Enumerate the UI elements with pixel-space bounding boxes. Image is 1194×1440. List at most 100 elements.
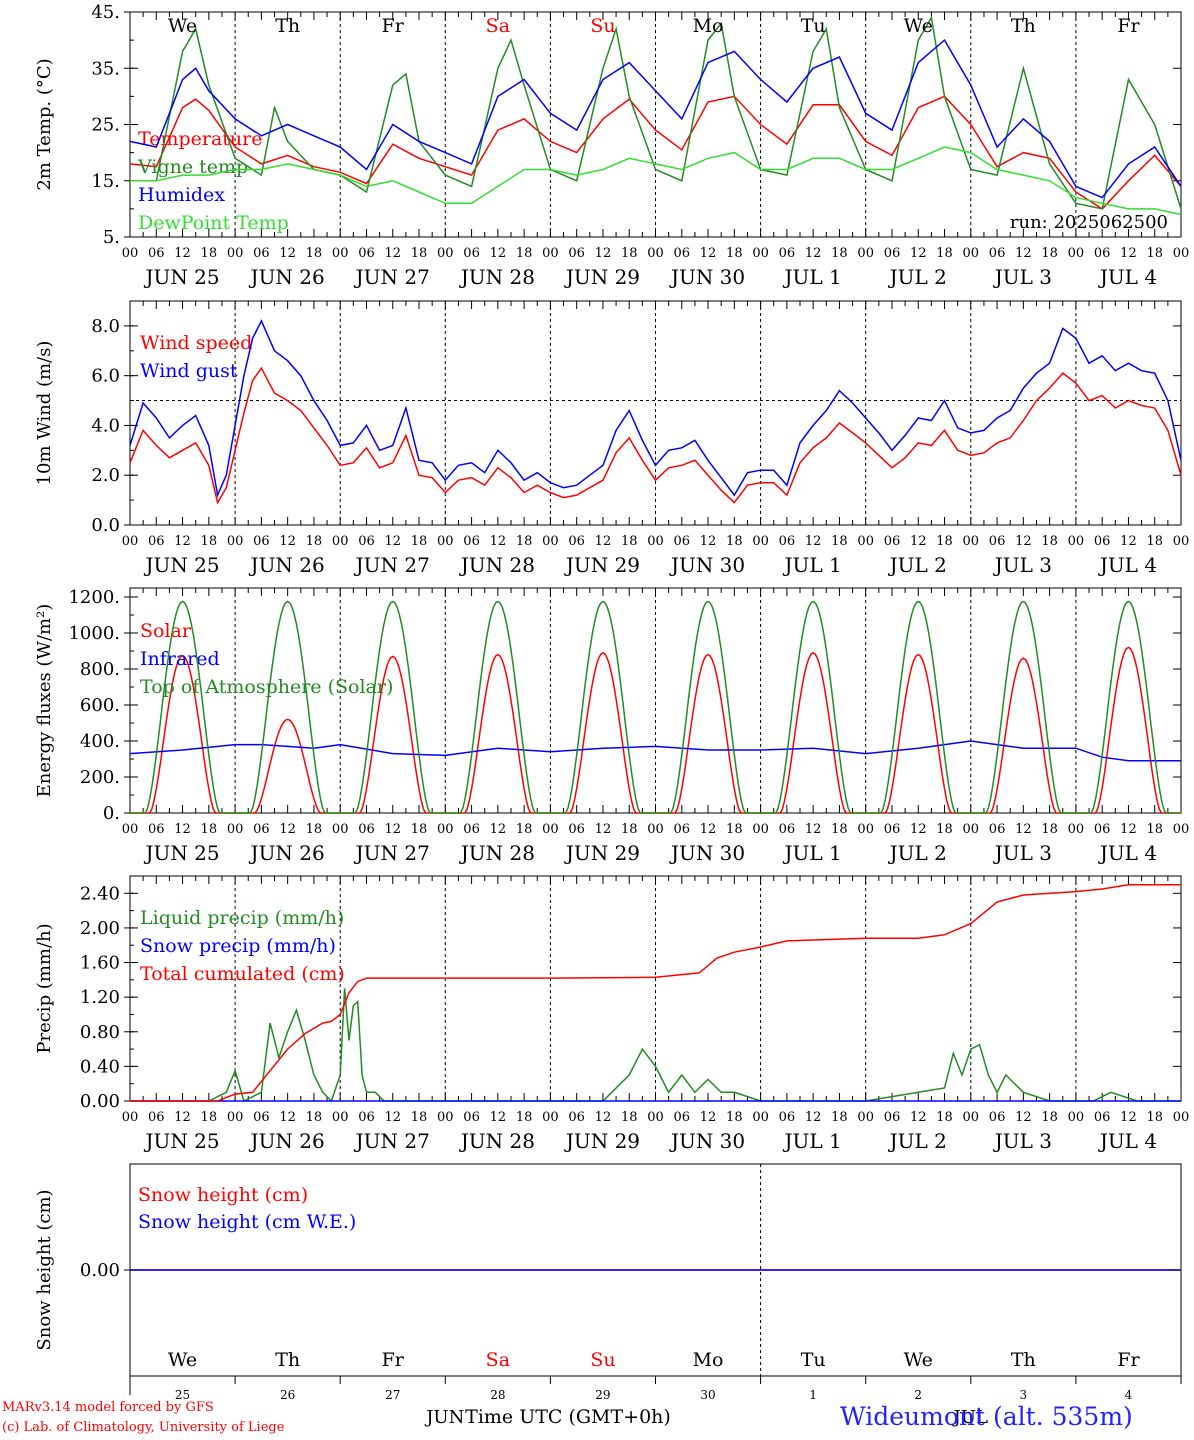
hour-tick-label: 00 [752,1110,769,1125]
hour-tick-label: 12 [1120,246,1137,261]
hour-tick-label: 00 [647,246,664,261]
hour-tick-label: 06 [884,822,901,837]
hour-tick-label: 18 [1041,822,1058,837]
weekday-label: Tu [801,15,826,37]
hour-tick-label: 06 [358,534,375,549]
date-label: JUL 4 [1098,265,1157,289]
hour-tick-label: 06 [674,1110,691,1125]
hour-tick-label: 00 [542,1110,559,1125]
hour-tick-label: 12 [174,1110,191,1125]
series-line-3 [130,883,1181,1102]
hour-tick-label: 00 [647,822,664,837]
date-label: JUN 29 [564,553,640,577]
date-label: JUL 4 [1098,553,1157,577]
y-tick-label: 1.60 [80,953,120,974]
hour-tick-label: 00 [752,534,769,549]
hour-tick-label: 12 [384,1110,401,1125]
series-line-4 [130,146,1182,216]
hour-tick-label: 12 [595,822,612,837]
hour-tick-label: 18 [1041,1110,1058,1125]
hour-tick-label: 00 [857,1110,874,1125]
y-tick-label: 800. [80,659,120,680]
weekday-label-bottom: Fr [1117,1349,1140,1371]
hour-tick-label: 06 [779,822,796,837]
hour-tick-label: 00 [227,822,244,837]
hour-tick-label: 18 [726,1110,743,1125]
hour-tick-label: 06 [568,534,585,549]
hour-tick-label: 06 [568,822,585,837]
hour-tick-label: 12 [1015,534,1032,549]
hour-tick-label: 18 [1146,246,1163,261]
weekday-label-bottom: Sa [486,1349,510,1371]
series-line-1 [129,95,1182,210]
weekday-label-bottom: Tu [801,1349,826,1371]
hour-tick-label: 00 [647,534,664,549]
hour-tick-label: 00 [857,534,874,549]
hour-tick-label: 00 [332,534,349,549]
weekday-label-bottom: Th [1011,1349,1036,1371]
date-label: JUN 27 [354,265,430,289]
hour-tick-label: 18 [516,1110,533,1125]
credit-line-2: (c) Lab. of Climatology, University of L… [2,1420,285,1435]
hour-tick-label: 00 [122,1110,139,1125]
hour-tick-label: 18 [831,246,848,261]
hour-tick-label: 06 [884,246,901,261]
date-label: JUN 26 [249,553,325,577]
y-tick-label: 0.40 [80,1056,120,1077]
hour-tick-label: 18 [516,822,533,837]
hour-tick-label: 00 [542,822,559,837]
hour-tick-label: 06 [568,1110,585,1125]
hour-tick-label: 06 [148,822,165,837]
weekday-label-bottom: Su [590,1349,615,1371]
date-label: JUN 26 [249,265,325,289]
hour-tick-label: 00 [752,246,769,261]
day-number-label: 28 [490,1388,505,1402]
hour-tick-label: 12 [700,1110,717,1125]
hour-tick-label: 18 [1146,1110,1163,1125]
hour-tick-label: 06 [884,1110,901,1125]
legend-entry: Temperature [138,128,262,150]
y-tick-label: 1.20 [80,987,120,1008]
hour-tick-label: 00 [122,246,139,261]
y-tick-label: 15. [91,171,120,192]
series-line-2 [129,740,1181,762]
hour-tick-label: 12 [595,1110,612,1125]
series-line-2 [129,319,1182,498]
hour-tick-label: 06 [674,534,691,549]
hour-tick-label: 00 [1173,246,1190,261]
hour-tick-label: 12 [700,534,717,549]
hour-tick-label: 18 [621,534,638,549]
credit-line-1: MARv3.14 model forced by GFS [2,1400,214,1415]
hour-tick-label: 12 [279,1110,296,1125]
y-tick-label: 1200. [68,587,120,608]
hour-tick-label: 06 [463,534,480,549]
y-tick-label: 0. [103,803,120,824]
hour-tick-label: 18 [411,534,428,549]
hour-tick-label: 12 [595,534,612,549]
day-number-label: 27 [385,1388,400,1402]
hour-tick-label: 00 [332,246,349,261]
y-tick-label: 0.80 [80,1022,120,1043]
hour-tick-label: 00 [1068,534,1085,549]
hour-tick-label: 12 [595,246,612,261]
hour-tick-label: 18 [516,534,533,549]
date-label: JUN 29 [564,1129,640,1153]
series-line-1 [129,366,1182,505]
hour-tick-label: 12 [384,822,401,837]
date-label: JUN 27 [354,841,430,865]
hour-tick-label: 00 [1068,1110,1085,1125]
station-label: Wideumont (alt. 535m) [840,1402,1133,1431]
hour-tick-label: 12 [174,534,191,549]
hour-tick-label: 18 [1146,822,1163,837]
date-label: JUN 28 [459,553,535,577]
hour-tick-label: 00 [963,1110,980,1125]
hour-tick-label: 06 [253,1110,270,1125]
date-label: JUN 25 [143,553,219,577]
hour-tick-label: 18 [831,822,848,837]
date-label: JUN 25 [143,265,219,289]
hour-tick-label: 00 [437,1110,454,1125]
hour-tick-label: 06 [253,246,270,261]
y-axis-label: Precip (mm/h) [34,923,55,1053]
date-label: JUL 2 [888,265,947,289]
hour-tick-label: 12 [1015,1110,1032,1125]
